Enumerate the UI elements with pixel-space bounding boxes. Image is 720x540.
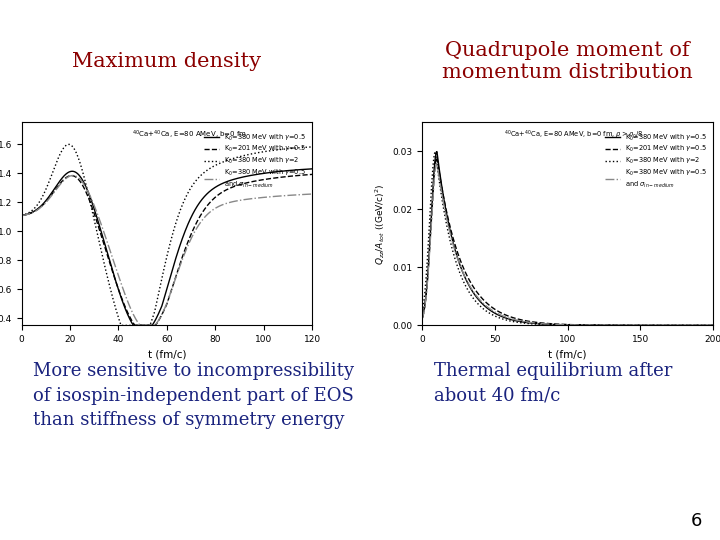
Legend: K$_0$=380 MeV with $\gamma$=0.5, K$_0$=201 MeV with $\gamma$=0.5, K$_0$=380 MeV : K$_0$=380 MeV with $\gamma$=0.5, K$_0$=2… (202, 130, 309, 192)
Text: 6: 6 (690, 512, 702, 530)
Text: Quadrupole moment of
momentum distribution: Quadrupole moment of momentum distributi… (442, 42, 693, 83)
Text: Maximum density: Maximum density (72, 52, 261, 71)
X-axis label: t (fm/c): t (fm/c) (549, 350, 587, 360)
Text: $^{40}$Ca$+^{40}$Ca, E=80 AMeV, b=0 fm, $\rho>\rho_0/8$: $^{40}$Ca$+^{40}$Ca, E=80 AMeV, b=0 fm, … (504, 129, 643, 141)
X-axis label: t (fm/c): t (fm/c) (148, 350, 186, 360)
Y-axis label: $Q_{zz}/A_{tot}$ ((GeV/c)$^2$): $Q_{zz}/A_{tot}$ ((GeV/c)$^2$) (373, 183, 387, 265)
Legend: K$_0$=380 MeV with $\gamma$=0.5, K$_0$=201 MeV with $\gamma$=0.5, K$_0$=380 MeV : K$_0$=380 MeV with $\gamma$=0.5, K$_0$=2… (602, 130, 709, 192)
Text: Thermal equilibrium after
about 40 fm/c: Thermal equilibrium after about 40 fm/c (434, 362, 672, 405)
Text: More sensitive to incompressibility
of isospin-independent part of EOS
than stif: More sensitive to incompressibility of i… (33, 362, 354, 429)
Text: $^{40}$Ca$+^{40}$Ca, E=80 AMeV, b=0 fm: $^{40}$Ca$+^{40}$Ca, E=80 AMeV, b=0 fm (132, 129, 247, 141)
